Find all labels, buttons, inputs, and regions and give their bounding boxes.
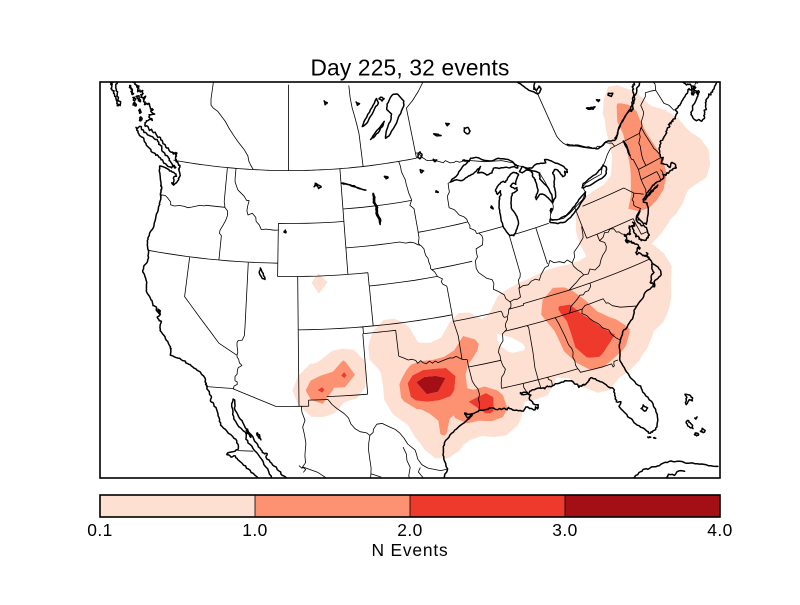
svg-text:1.0: 1.0: [242, 520, 267, 540]
svg-text:4.0: 4.0: [707, 520, 732, 540]
svg-text:3.0: 3.0: [552, 520, 577, 540]
svg-text:Day 225, 32 events: Day 225, 32 events: [310, 55, 509, 81]
svg-text:2.0: 2.0: [397, 520, 422, 540]
svg-text:N Events: N Events: [372, 540, 449, 560]
svg-text:0.1: 0.1: [87, 520, 112, 540]
